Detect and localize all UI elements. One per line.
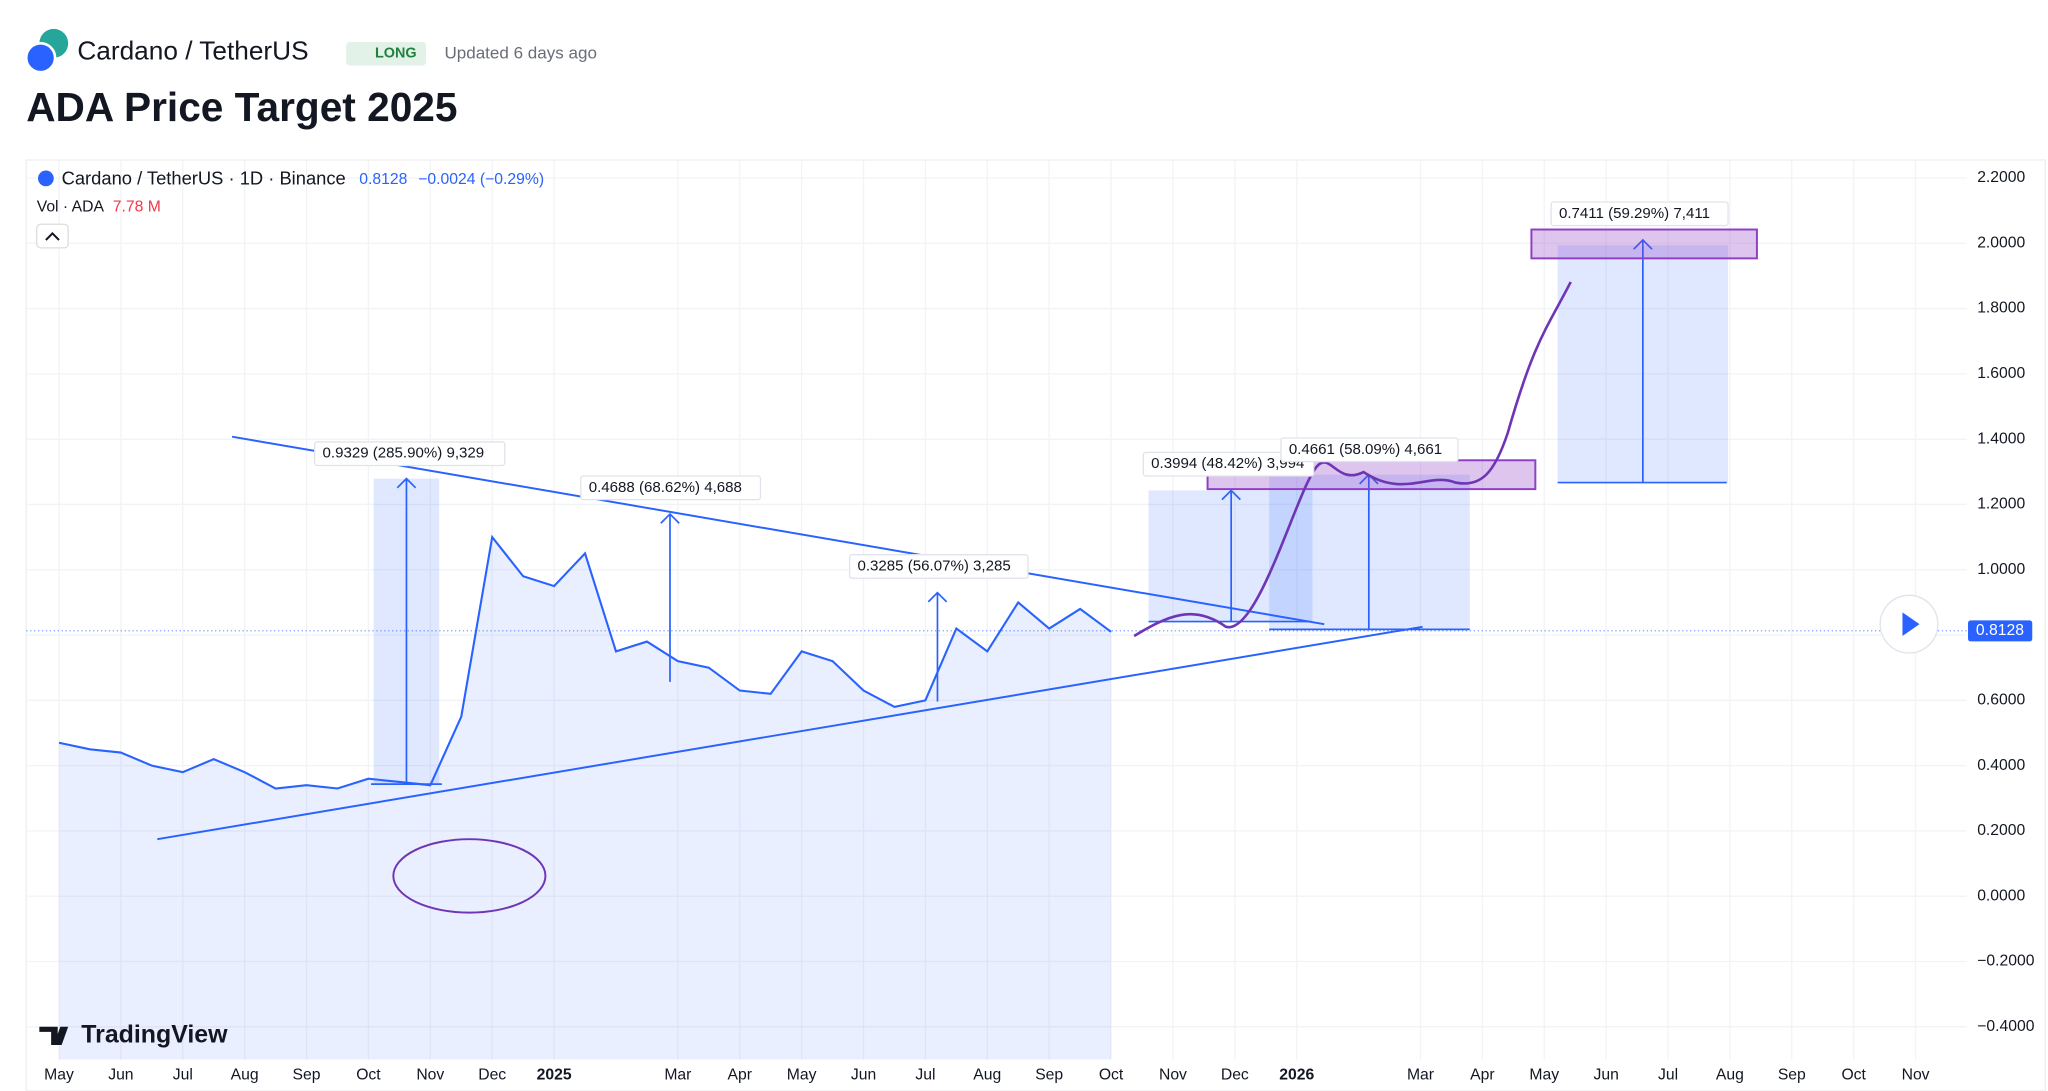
x-tick-label: Nov — [416, 1066, 444, 1083]
x-tick-label: Aug — [1716, 1066, 1744, 1083]
x-tick-label: Jul — [915, 1066, 935, 1083]
y-tick-label: −0.4000 — [1977, 1018, 2035, 1035]
x-tick-label: Nov — [1902, 1066, 1930, 1083]
annotation-box — [1142, 451, 1315, 477]
change: −0.0024 (−0.29%) — [418, 171, 544, 188]
x-tick-label: Oct — [356, 1066, 381, 1083]
x-tick-label: Sep — [1778, 1066, 1806, 1083]
y-tick-label: 1.4000 — [1977, 430, 2025, 447]
annotation: 0.4661 (58.09%) 4,661 — [1289, 441, 1442, 458]
price-line — [58, 534, 1112, 790]
arrow-head — [396, 477, 417, 489]
vol-value: 7.78 M — [113, 198, 161, 215]
y-tick-label: 1.2000 — [1977, 496, 2025, 513]
x-tick-label: Apr — [1470, 1066, 1494, 1083]
annotation: 0.3285 (56.07%) 3,285 — [857, 557, 1010, 574]
x-tick-label: Oct — [1841, 1066, 1866, 1083]
x-tick-label: Jun — [1593, 1066, 1618, 1083]
badge: LONG — [375, 46, 417, 62]
last-price: 0.8128 — [359, 171, 407, 188]
collapse-icon — [45, 232, 60, 241]
y-tick-label: 0.6000 — [1977, 691, 2025, 708]
y-tick-label: 1.6000 — [1977, 365, 2025, 382]
trend-line — [157, 625, 1423, 841]
target-zone — [1530, 228, 1758, 260]
doodle — [392, 838, 547, 914]
y-tick-label: 0.4000 — [1977, 757, 2025, 774]
x-tick-label: Jul — [1658, 1066, 1678, 1083]
x-tick-label: 2026 — [1279, 1066, 1314, 1083]
price-tag-bg — [1968, 620, 2033, 642]
arrow-head — [1221, 489, 1241, 501]
x-tick-label: May — [787, 1066, 817, 1083]
annotation-box — [1550, 201, 1729, 227]
x-tick-label: Nov — [1159, 1066, 1187, 1083]
play-icon — [1902, 612, 1920, 636]
x-tick-label: Sep — [293, 1066, 321, 1083]
symbol: Cardano / TetherUS — [77, 35, 308, 65]
y-tick-label: −0.2000 — [1977, 953, 2035, 970]
annotation: 0.4688 (68.62%) 4,688 — [589, 479, 742, 496]
badge-bg — [346, 42, 427, 66]
x-tick-label: Oct — [1099, 1066, 1124, 1083]
x-tick-label: Jun — [108, 1066, 133, 1083]
y-tick-label: 1.0000 — [1977, 561, 2025, 578]
arrow-head — [660, 512, 680, 524]
y-tick-label: 0.2000 — [1977, 822, 2025, 839]
watermark: TradingView — [81, 1020, 228, 1048]
legend-logo — [38, 170, 54, 187]
x-tick-label: Dec — [478, 1066, 506, 1083]
annotation-box — [314, 441, 506, 467]
x-tick-label: Aug — [973, 1066, 1001, 1083]
x-tick-label: Jun — [851, 1066, 876, 1083]
title: ADA Price Target 2025 — [26, 84, 457, 130]
arrow-head — [1633, 238, 1653, 250]
watermark-logo — [39, 1026, 69, 1046]
x-tick-label: 2025 — [537, 1066, 572, 1083]
collapse-button[interactable] — [36, 223, 69, 249]
x-tick-label: Dec — [1221, 1066, 1249, 1083]
annotation-box — [580, 475, 762, 501]
annotation: 0.3994 (48.42%) 3,994 — [1151, 455, 1304, 472]
symbol-info: Cardano / TetherUS · 1D · Binance — [62, 168, 346, 189]
updated: Updated 6 days ago — [444, 43, 596, 62]
vol-label: Vol · ADA — [37, 198, 105, 215]
annotation: 0.9329 (285.90%) 9,329 — [323, 445, 485, 462]
y-tick-label: 0.0000 — [1977, 887, 2025, 904]
y-tick-label: 1.8000 — [1977, 300, 2025, 317]
x-tick-label: May — [44, 1066, 74, 1083]
arrow-head — [927, 591, 948, 603]
annotation: 0.7411 (59.29%) 7,411 — [1559, 205, 1710, 222]
projection-curve — [1133, 281, 1572, 638]
x-tick-label: Jul — [173, 1066, 193, 1083]
annotation-box — [848, 554, 1029, 579]
y-tick-label: 2.2000 — [1977, 169, 2025, 186]
x-tick-label: Mar — [1407, 1066, 1434, 1083]
annotation-box — [1280, 437, 1459, 463]
x-tick-label: Apr — [728, 1066, 752, 1083]
trend-line — [231, 435, 1325, 626]
price-area — [59, 537, 1112, 1060]
price-tag: 0.8128 — [1976, 622, 2024, 639]
x-tick-label: Aug — [231, 1066, 259, 1083]
x-tick-label: Mar — [664, 1066, 691, 1083]
x-tick-label: May — [1529, 1066, 1559, 1083]
y-tick-label: 2.0000 — [1977, 234, 2025, 251]
x-tick-label: Sep — [1035, 1066, 1063, 1083]
logo — [24, 28, 69, 74]
